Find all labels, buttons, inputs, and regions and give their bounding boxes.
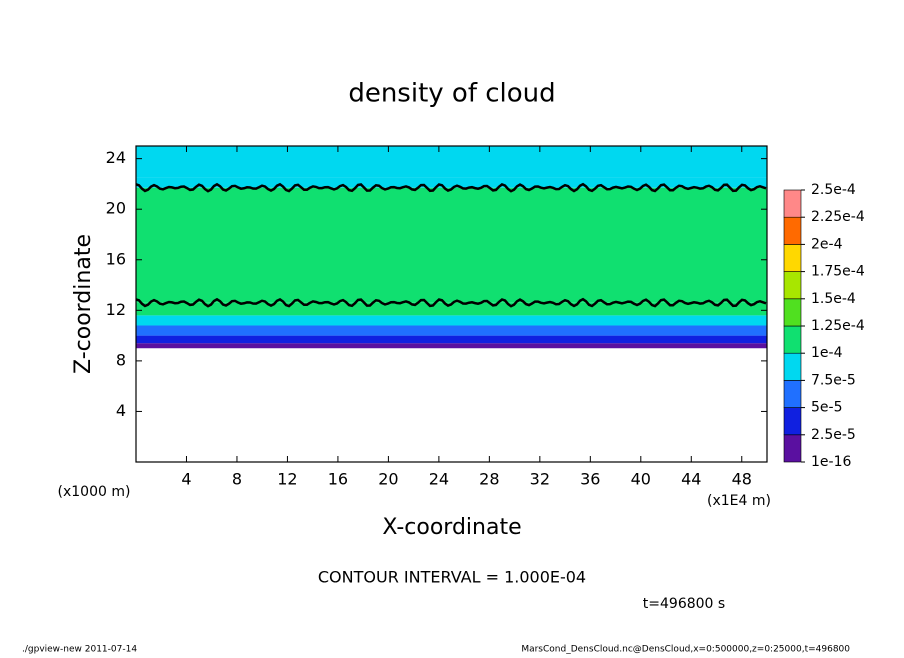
x-tick-label: 8 [232, 470, 242, 489]
contour-line [135, 182, 767, 193]
colorbar-swatch [783, 352, 802, 381]
chart-title: density of cloud [348, 79, 555, 109]
x-tick-label: 40 [631, 470, 651, 489]
colorbar-label: 1e-16 [811, 454, 851, 470]
x-tick-label: 20 [378, 470, 398, 489]
colorbar-swatch [783, 434, 802, 463]
plot-frame [135, 145, 768, 463]
x-tick-label: 4 [181, 470, 191, 489]
colorbar-label: 1.75e-4 [811, 264, 865, 280]
density-band [136, 187, 767, 303]
density-band [136, 343, 767, 349]
contour-line [135, 297, 767, 308]
y-axis-label: Z-coordinate [71, 234, 96, 374]
x-tick-label: 36 [580, 470, 600, 489]
x-tick-label: 12 [277, 470, 297, 489]
density-band [136, 177, 767, 188]
density-band [136, 146, 767, 178]
colorbar-label: 5e-5 [811, 400, 842, 416]
x-unit-left: (x1000 m) [58, 484, 131, 500]
colorbar-label: 1.25e-4 [811, 318, 865, 334]
x-tick-label: 44 [681, 470, 701, 489]
time-note: t=496800 s [643, 596, 725, 612]
density-band [136, 302, 767, 316]
contour-note: CONTOUR INTERVAL = 1.000E-04 [318, 568, 586, 587]
colorbar-label: 2.5e-5 [811, 427, 856, 443]
y-tick-label: 8 [116, 350, 126, 369]
colorbar-label: 1e-4 [811, 345, 843, 361]
density-band [136, 335, 767, 344]
y-tick-label: 12 [106, 300, 126, 319]
colorbar-swatch [783, 244, 802, 272]
colorbar-swatch [783, 189, 802, 218]
x-tick-label: 28 [479, 470, 499, 489]
x-unit-right: (x1E4 m) [707, 493, 771, 509]
x-tick-label: 48 [732, 470, 752, 489]
density-band [136, 315, 767, 326]
x-tick-label: 24 [429, 470, 449, 489]
x-axis-label: X-coordinate [382, 515, 521, 540]
colorbar-label: 7.5e-5 [811, 372, 856, 388]
footer-right: MarsCond_DensCloud.nc@DensCloud,x=0:5000… [521, 645, 850, 655]
density-band [136, 325, 767, 336]
colorbar-label: 2.25e-4 [811, 209, 865, 225]
colorbar-label: 2e-4 [811, 236, 843, 252]
footer-left: ./gpview-new 2011-07-14 [22, 645, 137, 655]
x-tick-label: 16 [328, 470, 348, 489]
x-tick-label: 32 [530, 470, 550, 489]
colorbar-swatch [783, 271, 802, 300]
y-tick-label: 24 [106, 148, 126, 167]
colorbar-swatch [783, 298, 802, 327]
y-tick-label: 16 [106, 249, 126, 268]
y-tick-label: 20 [106, 199, 126, 218]
colorbar-swatch [783, 380, 802, 408]
colorbar-swatch [783, 325, 802, 354]
colorbar-swatch [783, 407, 802, 436]
y-tick-label: 4 [116, 401, 126, 420]
colorbar-swatch [783, 216, 802, 245]
colorbar-label: 1.5e-4 [811, 291, 856, 307]
colorbar-label: 2.5e-4 [811, 182, 856, 198]
